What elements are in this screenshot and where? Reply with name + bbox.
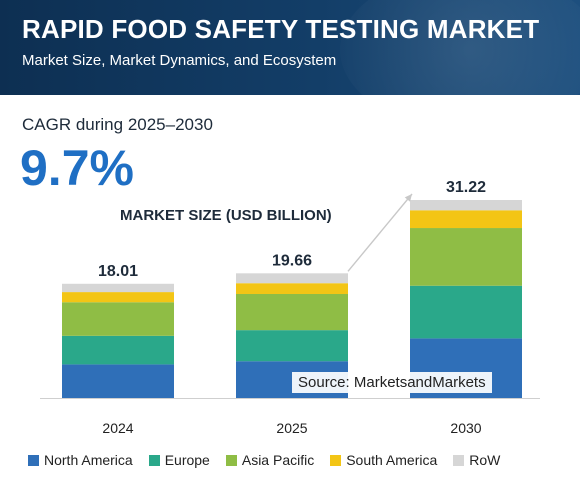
legend-item-south-america: South America	[330, 452, 437, 468]
bar-segment-north-america-2024	[62, 364, 174, 398]
chart-title: MARKET SIZE (USD BILLION)	[120, 207, 332, 224]
category-label-2030: 2030	[450, 420, 481, 436]
legend-item-north-america: North America	[28, 452, 133, 468]
cagr-label: CAGR during 2025–2030	[22, 115, 213, 134]
total-label-2030: 31.22	[446, 179, 486, 196]
bar-segment-row-2024	[62, 283, 174, 293]
header-banner: RAPID FOOD SAFETY TESTING MARKET Market …	[0, 0, 580, 95]
page-subtitle: Market Size, Market Dynamics, and Ecosys…	[22, 52, 337, 69]
legend-label: RoW	[469, 452, 501, 468]
bar-segment-asia-pacific-2030	[410, 228, 522, 286]
total-label-2025: 19.66	[272, 252, 312, 269]
page-title: RAPID FOOD SAFETY TESTING MARKET	[22, 14, 540, 44]
category-label-2024: 2024	[102, 420, 133, 436]
legend-label: North America	[44, 452, 133, 468]
bar-segment-asia-pacific-2025	[236, 293, 348, 331]
bar-segment-south-america-2030	[410, 210, 522, 229]
cagr-value: 9.7%	[20, 140, 134, 196]
bar-segment-south-america-2024	[62, 292, 174, 303]
bar-segment-south-america-2025	[236, 283, 348, 294]
chart-legend: North America Europe Asia Pacific South Ame…	[28, 452, 500, 468]
legend-swatch	[28, 454, 39, 466]
legend-label: Asia Pacific	[241, 452, 315, 468]
bar-segment-europe-2025	[236, 330, 348, 362]
growth-trend-line	[347, 193, 413, 272]
legend-swatch	[330, 454, 342, 466]
legend-swatch	[148, 454, 160, 466]
legend-item-row: RoW	[453, 452, 500, 468]
bar-segment-row-2025	[236, 273, 348, 284]
legend-swatch	[453, 454, 465, 466]
legend-item-europe: Europe	[148, 452, 210, 468]
total-label-2024: 18.01	[98, 263, 138, 280]
watermark-glow	[340, 0, 580, 95]
source-note: Source: MarketsandMarkets	[292, 372, 492, 393]
bar-segment-asia-pacific-2024	[62, 302, 174, 336]
growth-arrow-head	[404, 194, 412, 202]
bar-segment-europe-2024	[62, 335, 174, 365]
bar-segment-row-2030	[410, 200, 522, 211]
legend-label: Europe	[164, 452, 210, 468]
legend-label: South America	[346, 452, 438, 468]
category-label-2025: 2025	[276, 420, 307, 436]
legend-swatch	[225, 454, 237, 466]
bar-segment-europe-2030	[410, 285, 522, 339]
legend-item-asia-pacific: Asia Pacific	[225, 452, 315, 468]
